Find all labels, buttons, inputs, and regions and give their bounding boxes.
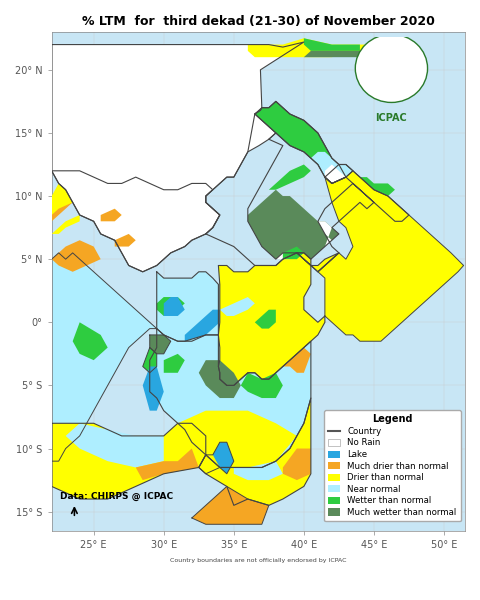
Polygon shape xyxy=(150,329,311,467)
Legend: Country, No Rain, Lake, Much drier than normal, Drier than normal, Near normal, : Country, No Rain, Lake, Much drier than … xyxy=(324,410,461,521)
Polygon shape xyxy=(157,297,185,316)
Polygon shape xyxy=(192,487,269,524)
Polygon shape xyxy=(213,442,234,474)
Polygon shape xyxy=(255,310,276,329)
Polygon shape xyxy=(199,360,241,398)
Polygon shape xyxy=(283,247,304,259)
Polygon shape xyxy=(283,449,311,480)
Polygon shape xyxy=(218,253,339,385)
Polygon shape xyxy=(325,164,353,184)
Polygon shape xyxy=(157,272,218,341)
Polygon shape xyxy=(199,442,234,474)
Polygon shape xyxy=(52,196,72,221)
Polygon shape xyxy=(304,38,360,51)
Polygon shape xyxy=(360,177,395,196)
Polygon shape xyxy=(318,171,464,341)
Polygon shape xyxy=(136,449,199,480)
Polygon shape xyxy=(164,354,185,373)
Polygon shape xyxy=(52,215,80,234)
Polygon shape xyxy=(220,297,255,316)
Polygon shape xyxy=(52,42,304,272)
Title: % LTM  for  third dekad (21-30) of November 2020: % LTM for third dekad (21-30) of Novembe… xyxy=(82,15,435,28)
Polygon shape xyxy=(304,51,367,57)
Polygon shape xyxy=(199,398,311,505)
Polygon shape xyxy=(101,209,122,221)
Polygon shape xyxy=(52,184,72,215)
Polygon shape xyxy=(52,253,157,461)
Polygon shape xyxy=(276,164,367,259)
Polygon shape xyxy=(115,234,136,247)
Polygon shape xyxy=(52,240,101,272)
Polygon shape xyxy=(143,347,157,373)
Polygon shape xyxy=(52,171,220,272)
Polygon shape xyxy=(248,38,416,57)
Polygon shape xyxy=(311,152,353,184)
Polygon shape xyxy=(241,373,283,398)
Polygon shape xyxy=(143,367,164,410)
Polygon shape xyxy=(164,297,185,316)
Polygon shape xyxy=(255,101,346,184)
Polygon shape xyxy=(178,410,297,467)
Polygon shape xyxy=(72,322,108,360)
Text: Country boundaries are not officially endorsed by ICPAC: Country boundaries are not officially en… xyxy=(170,558,347,563)
Polygon shape xyxy=(52,423,206,499)
Polygon shape xyxy=(185,310,220,341)
Polygon shape xyxy=(248,190,339,259)
Polygon shape xyxy=(150,335,171,354)
Polygon shape xyxy=(234,461,283,480)
Polygon shape xyxy=(269,164,311,190)
Polygon shape xyxy=(66,423,164,467)
Polygon shape xyxy=(283,347,311,373)
Text: Data: CHIRPS @ ICPAC: Data: CHIRPS @ ICPAC xyxy=(60,491,173,500)
